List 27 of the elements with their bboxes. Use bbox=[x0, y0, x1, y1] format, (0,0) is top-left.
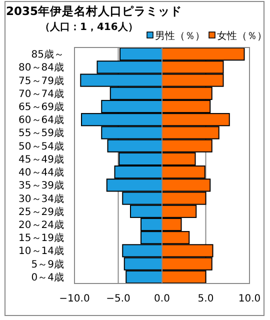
y-tick-label: 25～29歳 bbox=[18, 206, 64, 218]
y-tick-label: 70～74歳 bbox=[18, 88, 64, 100]
y-tick-label: 80～84歳 bbox=[18, 62, 64, 74]
y-tick-label: 45～49歳 bbox=[18, 153, 64, 166]
x-tick-label: −10.0 bbox=[59, 294, 90, 304]
legend-label: 女性（％） bbox=[217, 30, 267, 42]
x-tick-label: 10.0 bbox=[238, 294, 261, 304]
y-tick-label: 85歳～ bbox=[31, 48, 64, 61]
y-tick-label: 10～14歳 bbox=[18, 245, 64, 258]
y-tick-label: 50～54歳 bbox=[18, 140, 64, 152]
x-tick-label: 5.0 bbox=[198, 294, 214, 304]
y-tick-label: 15～19歳 bbox=[18, 232, 64, 244]
y-tick-label: 75～79歳 bbox=[18, 74, 64, 87]
chart-title: 2035年伊是名村人口ピラミッド bbox=[6, 4, 182, 18]
y-tick-label: 65～69歳 bbox=[18, 101, 64, 113]
x-tick-label: −5.0 bbox=[106, 294, 130, 304]
y-tick-label: 30～34歳 bbox=[18, 192, 64, 205]
y-tick-label: 20～24歳 bbox=[18, 219, 64, 231]
chart-subtitle: （人口：1，416人） bbox=[40, 21, 138, 33]
y-tick-label: 0～4歳 bbox=[31, 271, 64, 284]
y-tick-label: 60～64歳 bbox=[18, 114, 64, 126]
legend-label: 男性（％） bbox=[155, 30, 205, 42]
x-tick-label: 0.0 bbox=[154, 294, 170, 304]
y-tick-label: 55～59歳 bbox=[18, 127, 64, 140]
y-tick-label: 40～44歳 bbox=[18, 166, 64, 179]
y-tick-label: 35～39歳 bbox=[18, 180, 64, 192]
y-tick-label: 5～9歳 bbox=[31, 258, 64, 270]
